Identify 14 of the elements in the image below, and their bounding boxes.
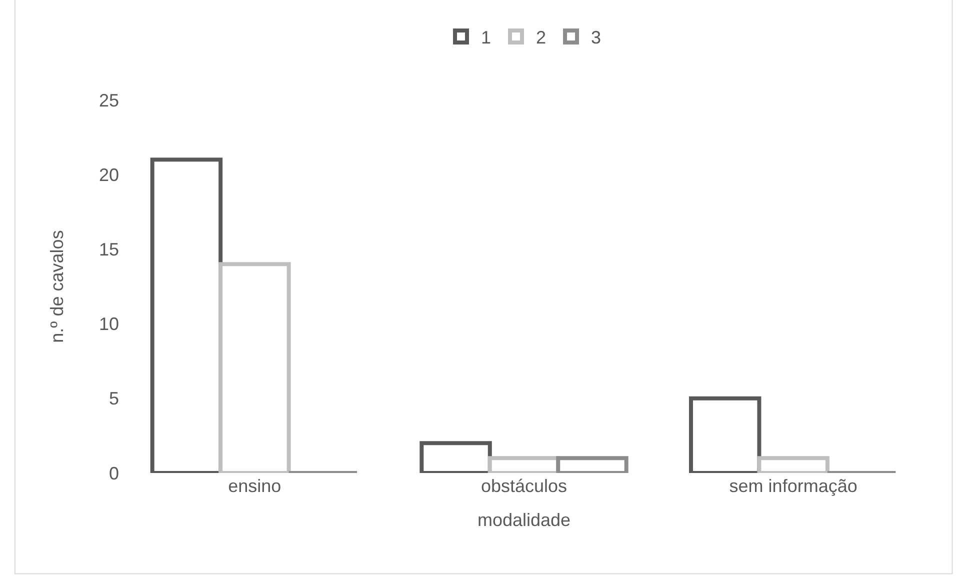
y-axis-title: n.º de cavalos [47, 230, 68, 343]
y-tick-label: 10 [98, 314, 119, 334]
legend-label: 2 [536, 27, 546, 48]
y-tick-label: 20 [98, 164, 119, 185]
legend-label: 1 [481, 27, 492, 48]
x-axis-title: modalidade [477, 510, 571, 530]
y-tick-label: 5 [108, 388, 119, 409]
x-tick-label: ensino [228, 476, 282, 496]
legend-label: 3 [591, 27, 602, 48]
y-tick-label: 15 [98, 240, 119, 260]
y-tick-label: 0 [108, 463, 119, 484]
x-tick-label: obstáculos [480, 476, 568, 496]
y-tick-label: 25 [98, 90, 119, 110]
x-tick-label: sem informação [729, 476, 858, 496]
